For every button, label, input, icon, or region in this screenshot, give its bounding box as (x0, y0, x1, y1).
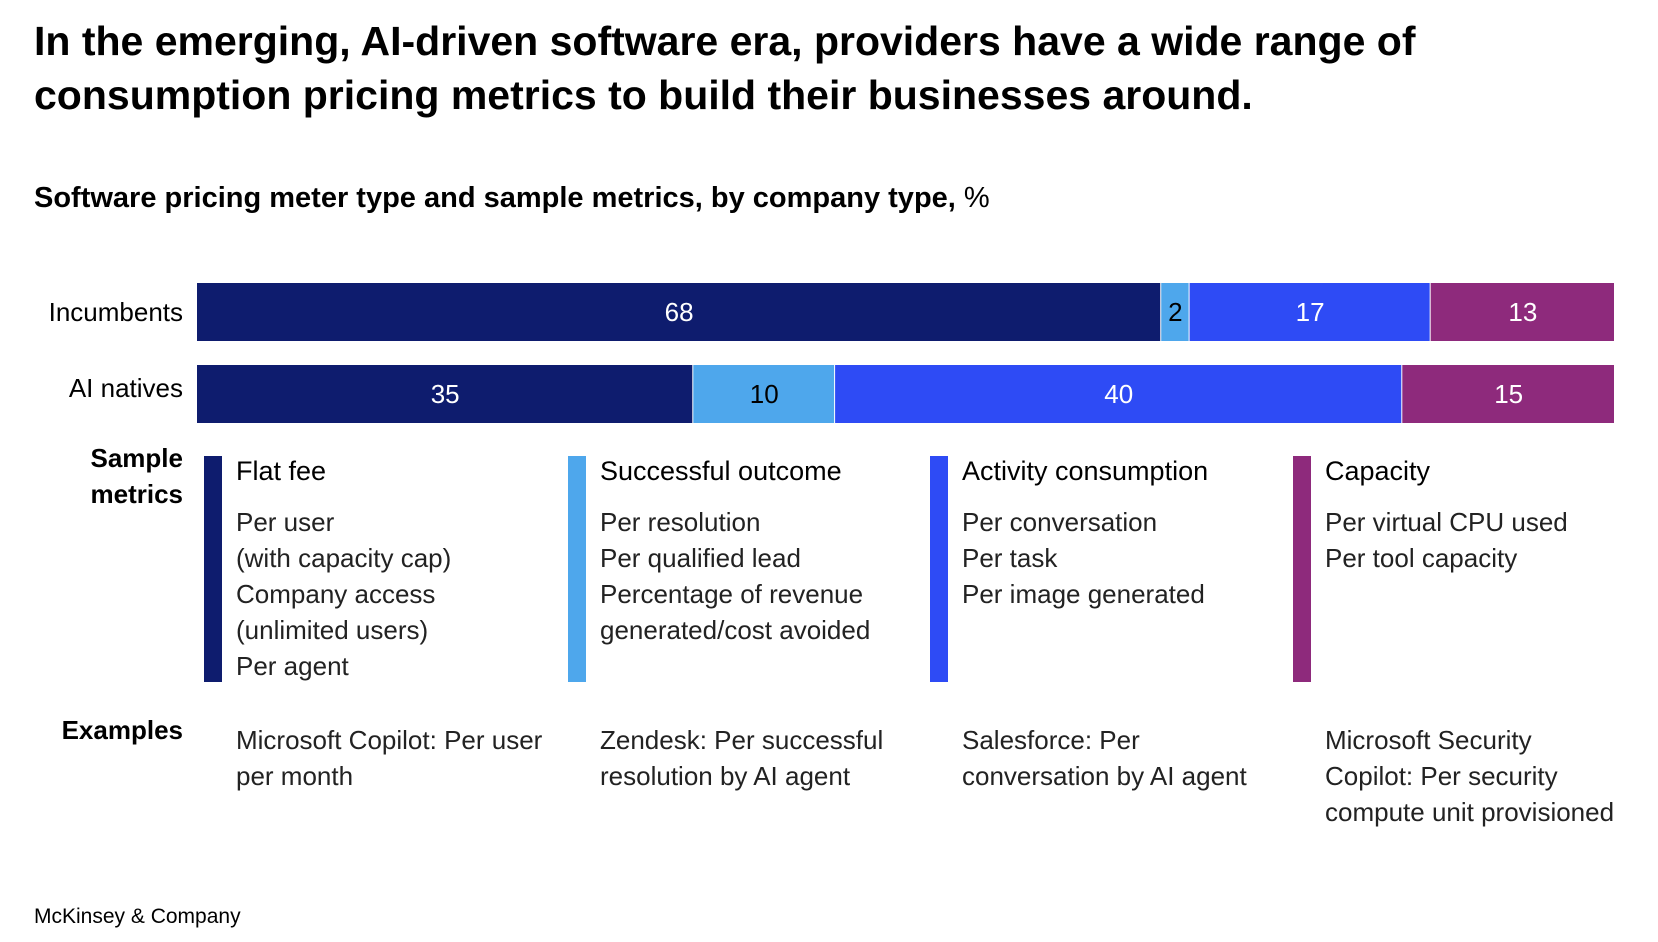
metric-item: Per agent (236, 651, 349, 681)
metric-list-activity-consumption: Per conversation Per task Per image gene… (962, 504, 1205, 612)
legend-swatch-capacity (1293, 456, 1311, 682)
metric-list-successful-outcome: Per resolution Per qualified lead Percen… (600, 504, 870, 648)
bar-label-ai-natives-activity-consumption: 40 (1104, 379, 1133, 409)
legend-title-capacity: Capacity (1325, 456, 1431, 486)
chart-subtitle-text: Software pricing meter type and sample m… (34, 182, 956, 214)
bar-ai-natives-capacity (1402, 365, 1614, 423)
bar-incumbents-flat-fee (197, 283, 1161, 341)
bar-label-ai-natives-successful-outcome: 10 (750, 379, 779, 409)
chart-headline: In the emerging, AI-driven software era,… (34, 18, 1416, 118)
example-capacity: Microsoft Security Copilot: Per security… (1325, 725, 1615, 827)
chart-subtitle-unit: % (963, 182, 990, 214)
bar-label-incumbents-flat-fee: 68 (665, 297, 694, 327)
bar-label-incumbents-successful-outcome: 2 (1168, 297, 1182, 327)
metric-item: Per user (236, 507, 335, 537)
example-activity-consumption: Salesforce: Per conversation by AI agent (962, 725, 1247, 791)
metric-item: generated/cost avoided (600, 615, 871, 645)
stacked-bar-chart: 68 2 17 13 35 10 40 15 (197, 283, 1614, 423)
legend-swatch-successful-outcome (568, 456, 586, 682)
metric-item: (with capacity cap) (236, 543, 452, 573)
metric-list-flat-fee: Per user (with capacity cap) Company acc… (236, 504, 451, 684)
bar-label-incumbents-activity-consumption: 17 (1296, 297, 1325, 327)
metric-item: Per tool capacity (1325, 543, 1518, 573)
sample-metrics-label: Sample metrics (90, 443, 184, 509)
source-credit: McKinsey & Company (34, 905, 241, 928)
bar-incumbents-successful-outcome (1161, 283, 1189, 341)
row-label-incumbents: Incumbents (48, 297, 183, 327)
legend-title-flat-fee: Flat fee (236, 456, 327, 486)
legend-title-activity-consumption: Activity consumption (962, 456, 1209, 486)
bar-label-ai-natives-capacity: 15 (1494, 379, 1523, 409)
chart-subtitle: Software pricing meter type and sample m… (34, 180, 990, 216)
metric-item: Company access (236, 579, 436, 609)
metric-item: Per qualified lead (600, 543, 801, 573)
legend-title-successful-outcome: Successful outcome (600, 456, 842, 486)
example-flat-fee: Microsoft Copilot: Per user per month (236, 725, 543, 791)
bar-incumbents-capacity (1430, 283, 1614, 341)
metric-item: Per image generated (962, 579, 1205, 609)
bar-ai-natives-successful-outcome (693, 365, 835, 423)
metric-item: (unlimited users) (236, 615, 429, 645)
bar-label-incumbents-capacity: 13 (1508, 297, 1537, 327)
metric-item: Per virtual CPU used (1325, 507, 1568, 537)
legend-swatch-flat-fee (204, 456, 222, 682)
metric-item: Per conversation (962, 507, 1158, 537)
metric-list-capacity: Per virtual CPU used Per tool capacity (1325, 504, 1568, 576)
metric-item: Per task (962, 543, 1058, 573)
metric-item: Per resolution (600, 507, 761, 537)
example-successful-outcome: Zendesk: Per successful resolution by AI… (600, 725, 884, 791)
row-label-ai-natives: AI natives (68, 373, 183, 403)
bar-ai-natives-activity-consumption (835, 365, 1402, 423)
examples-label: Examples (61, 715, 183, 745)
bar-ai-natives-flat-fee (197, 365, 693, 423)
metric-item: Percentage of revenue (600, 579, 864, 609)
bar-label-ai-natives-flat-fee: 35 (431, 379, 460, 409)
legend-swatch-activity-consumption (930, 456, 948, 682)
bar-incumbents-activity-consumption (1189, 283, 1430, 341)
